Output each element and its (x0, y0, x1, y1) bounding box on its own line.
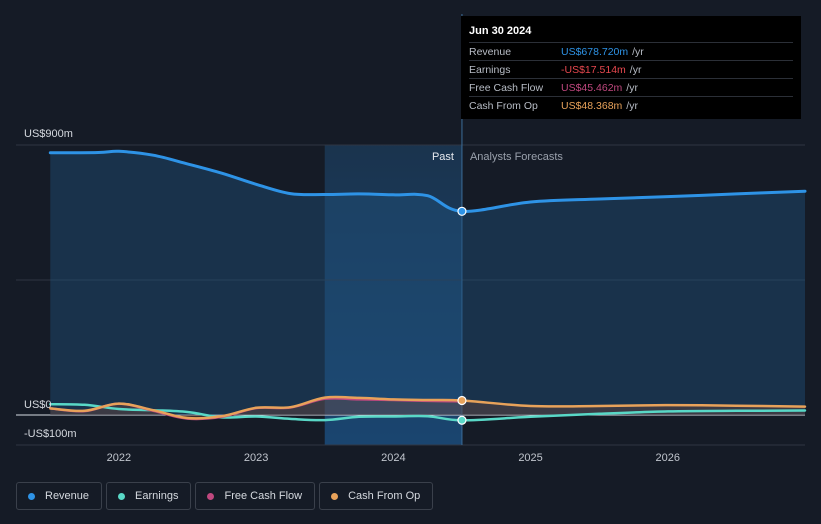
text-layer: US$900m US$0 -US$100m 2022 2023 2024 2025 2026 P… (24, 128, 680, 464)
legend-label: Earnings (135, 490, 179, 502)
tooltip-date: Jun 30 2024 (469, 25, 532, 37)
tooltip-label: Earnings (469, 63, 511, 76)
tooltip-unit: /yr (626, 81, 638, 94)
legend-label: Revenue (45, 490, 90, 502)
y-tick-label: -US$100m (24, 428, 77, 440)
free-cash-flow-dot-icon (207, 492, 215, 500)
past-label: Past (432, 151, 454, 163)
y-tick-label: US$0 (24, 399, 52, 411)
tooltip-unit: /yr (629, 63, 642, 76)
revenue-marker (457, 206, 467, 216)
revenue-dot-icon (28, 492, 35, 500)
revenue-area (50, 151, 806, 415)
legend-label: Cash From Op (348, 490, 421, 502)
line-layer (48, 149, 807, 422)
legend-item-revenue[interactable]: Revenue (16, 482, 103, 510)
earnings-marker (457, 415, 467, 425)
tooltip: Jun 30 2024 Revenue US$678.720m /yr Earn… (461, 16, 801, 119)
marker-layer (457, 206, 467, 425)
tooltip-value: -US$17.514m (561, 63, 626, 76)
tooltip-row-revenue: Revenue US$678.720m /yr (469, 42, 793, 60)
legend-item-earnings[interactable]: Earnings (106, 482, 192, 510)
revenue-line (48, 149, 807, 213)
forecast-label: Analysts Forecasts (470, 151, 563, 163)
tooltip-row-cash-from-op: Cash From Op US$48.368m /yr (469, 96, 793, 114)
tooltip-value: US$678.720m (561, 45, 629, 58)
legend-item-free-cash-flow[interactable]: Free Cash Flow (195, 482, 316, 510)
x-tick-label: 2025 (518, 452, 542, 464)
tooltip-unit: /yr (632, 45, 644, 58)
tooltip-label: Free Cash Flow (469, 81, 544, 94)
tooltip-unit: /yr (626, 99, 638, 112)
x-tick-label: 2026 (656, 452, 680, 464)
tooltip-label: Cash From Op (469, 99, 538, 112)
x-tick-label: 2024 (381, 452, 405, 464)
cash-from-op-marker (457, 395, 467, 406)
cash-from-op-dot-icon (331, 492, 339, 500)
legend-label: Free Cash Flow (224, 490, 303, 502)
y-tick-label: US$900m (24, 128, 73, 140)
cash-from-op-line (49, 395, 807, 420)
tooltip-row-free-cash-flow: Free Cash Flow US$45.462m /yr (469, 78, 793, 96)
legend: Revenue Earnings Free Cash Flow Cash Fro… (16, 482, 437, 512)
x-tick-label: 2022 (107, 452, 131, 464)
legend-item-cash-from-op[interactable]: Cash From Op (319, 482, 434, 510)
tooltip-label: Revenue (469, 45, 512, 58)
tooltip-value: US$48.368m (561, 99, 623, 112)
tooltip-row-earnings: Earnings -US$17.514m /yr (469, 60, 793, 78)
earnings-dot-icon (118, 492, 126, 500)
x-tick-label: 2023 (244, 452, 268, 464)
tooltip-value: US$45.462m (561, 81, 623, 94)
